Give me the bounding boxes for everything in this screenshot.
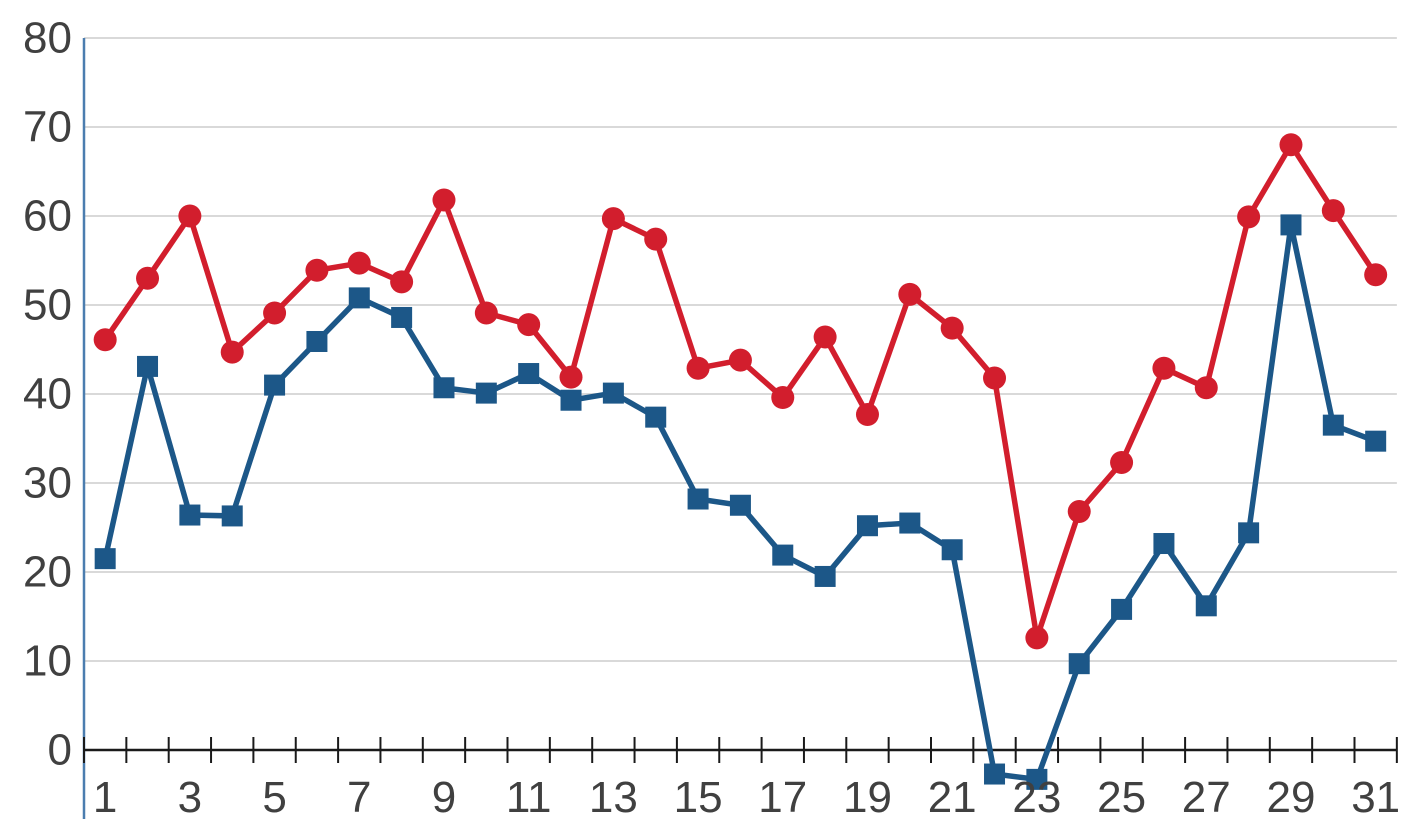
red-series-marker: [178, 204, 202, 228]
red-series-marker: [1237, 205, 1261, 229]
blue-series-marker: [221, 505, 243, 527]
y-axis-label: 0: [48, 726, 72, 775]
x-axis-label: 27: [1182, 773, 1231, 819]
y-axis-label: 50: [23, 281, 72, 330]
blue-series-marker: [899, 512, 921, 534]
blue-series-marker: [1068, 653, 1090, 675]
red-series-marker: [347, 251, 371, 275]
x-axis-label: 3: [178, 773, 202, 819]
red-series-marker: [771, 386, 795, 410]
blue-series-marker: [1365, 430, 1387, 452]
red-series-marker: [93, 328, 117, 352]
blue-series-marker: [433, 377, 455, 399]
blue-series-marker: [475, 382, 497, 404]
blue-series-marker: [1280, 214, 1302, 236]
blue-series-marker: [984, 763, 1006, 785]
blue-series-marker: [306, 330, 328, 352]
red-series-marker: [1364, 263, 1388, 287]
axes-group: [82, 38, 1398, 819]
blue-series-marker: [1026, 768, 1048, 790]
blue-series-marker: [348, 287, 370, 309]
x-axis-label: 13: [589, 773, 638, 819]
blue-series-marker: [729, 494, 751, 516]
blue-series-marker: [560, 389, 582, 411]
y-axis-label: 70: [23, 103, 72, 152]
red-series-marker: [898, 282, 922, 306]
blue-series-marker: [772, 544, 794, 566]
blue-series-marker: [814, 565, 836, 587]
red-series-marker: [1067, 499, 1091, 523]
x-axis-label: 19: [843, 773, 892, 819]
blue-series-marker: [94, 548, 116, 570]
red-series-marker: [432, 188, 456, 212]
blue-series-marker: [1322, 414, 1344, 436]
red-series-marker: [1321, 199, 1345, 223]
blue-series-marker: [1195, 595, 1217, 617]
red-series-marker: [1110, 451, 1134, 475]
red-series-marker: [305, 258, 329, 282]
y-axis-label: 10: [23, 637, 72, 686]
blue-series-marker: [941, 539, 963, 561]
x-axis-label: 7: [347, 773, 371, 819]
x-axis-label: 9: [432, 773, 456, 819]
gridlines-group: [84, 37, 1397, 662]
y-axis-label: 30: [23, 459, 72, 508]
blue-series-marker: [137, 355, 159, 377]
red-series-marker: [644, 227, 668, 251]
blue-series-marker: [602, 382, 624, 404]
red-series-marker: [474, 301, 498, 325]
red-series-marker: [517, 313, 541, 337]
red-series-marker: [1194, 376, 1218, 400]
x-axis-label: 31: [1351, 773, 1400, 819]
blue-series-marker: [1111, 598, 1133, 620]
x-axis-label: 17: [758, 773, 807, 819]
red-series-marker: [855, 402, 879, 426]
y-axis-label: 40: [23, 370, 72, 419]
x-axis-label: 5: [262, 773, 286, 819]
red-series-marker: [728, 348, 752, 372]
x-axis-label: 1: [93, 773, 117, 819]
y-axis-label: 80: [23, 14, 72, 63]
x-axis-label: 25: [1097, 773, 1146, 819]
red-series-marker: [601, 207, 625, 231]
x-axis-label: 15: [674, 773, 723, 819]
y-axis-label: 60: [23, 192, 72, 241]
x-axis-label: 29: [1266, 773, 1315, 819]
red-series-marker: [559, 365, 583, 389]
red-series-marker: [686, 356, 710, 380]
red-series-marker: [940, 316, 964, 340]
blue-series-marker: [856, 515, 878, 537]
blue-series-marker: [518, 363, 540, 385]
series-group: [93, 133, 1388, 790]
blue-series-marker: [391, 306, 413, 328]
red-series-marker: [983, 366, 1007, 390]
x-axis-label: 21: [928, 773, 977, 819]
y-axis-label: 20: [23, 548, 72, 597]
red-series-marker: [220, 340, 244, 364]
blue-series-marker: [687, 488, 709, 510]
red-series-line: [102, 139, 1379, 639]
red-series-marker: [263, 301, 287, 325]
red-series-marker: [1279, 133, 1303, 157]
blue-series-marker: [264, 374, 286, 396]
red-series-marker: [813, 325, 837, 349]
x-axis-label: 11: [506, 773, 552, 819]
red-series-marker: [1152, 356, 1176, 380]
red-series-marker: [1025, 626, 1049, 650]
red-series-marker: [390, 270, 414, 294]
red-series-marker: [136, 266, 160, 290]
blue-series-marker: [645, 406, 667, 428]
x-axis-label: 23: [1012, 773, 1061, 819]
blue-series-marker: [1153, 533, 1175, 555]
blue-series-marker: [1238, 522, 1260, 544]
blue-series-marker: [179, 504, 201, 526]
